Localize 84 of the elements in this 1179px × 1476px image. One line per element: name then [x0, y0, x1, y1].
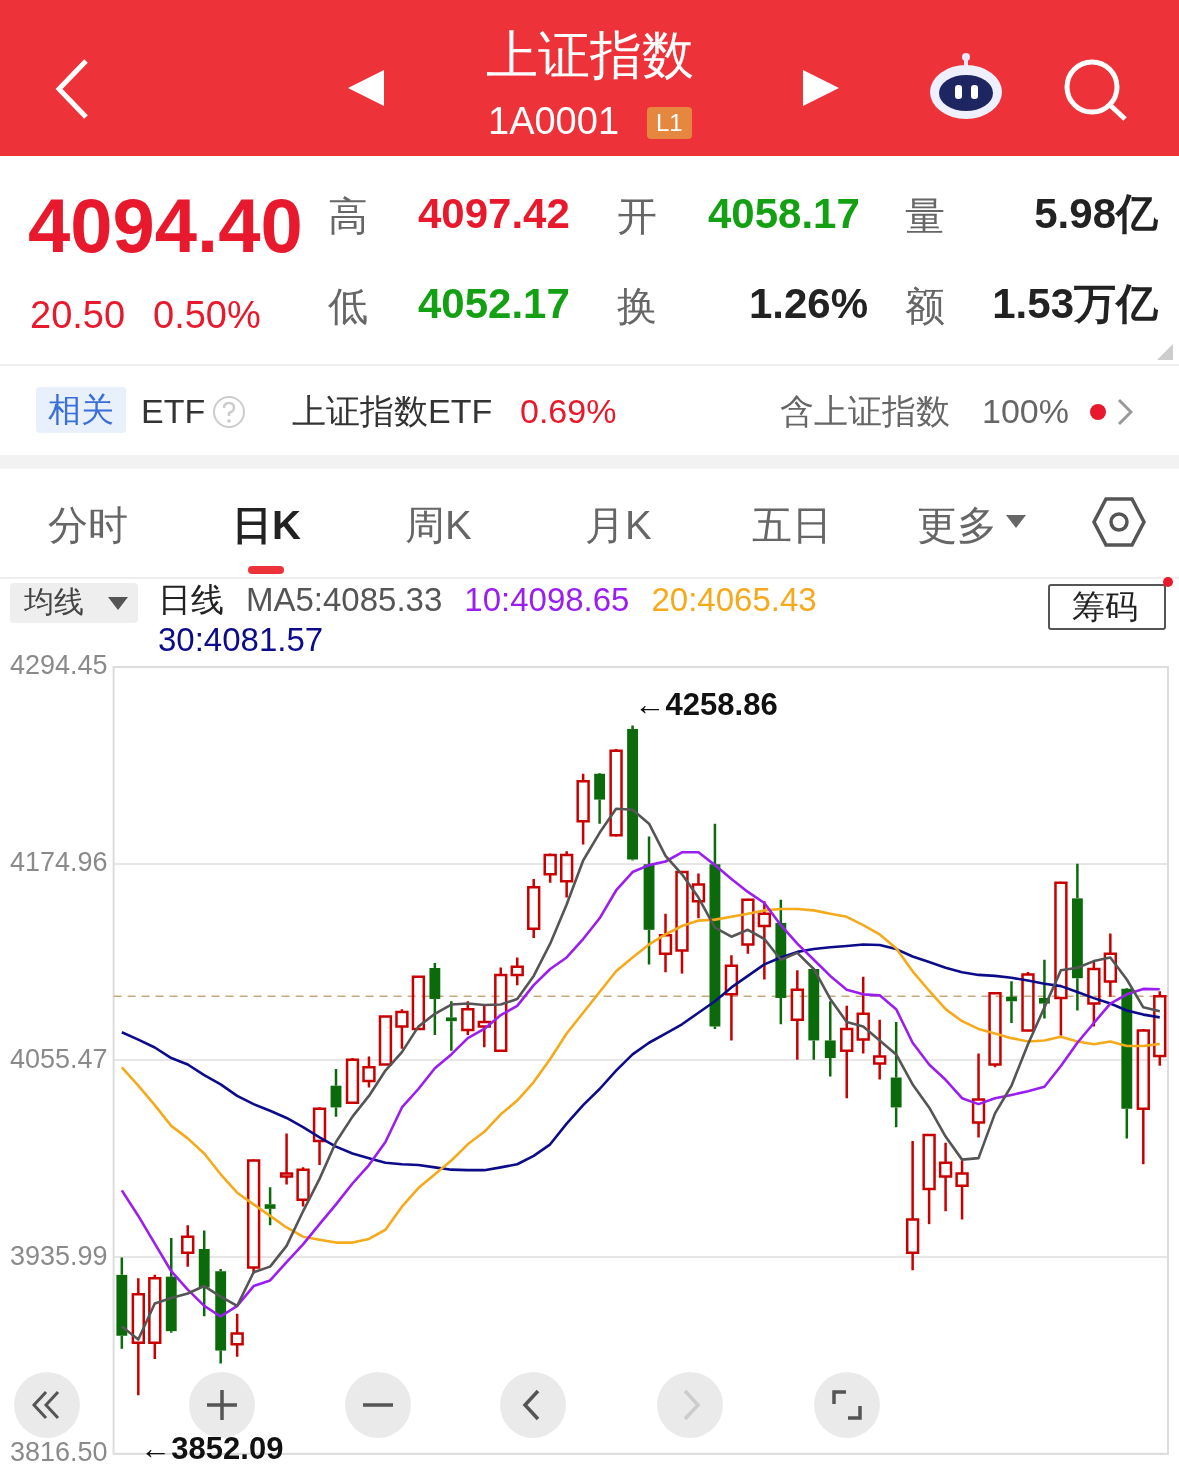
legend-title: 日线 — [158, 580, 224, 620]
candlestick — [873, 1018, 887, 1081]
candlestick — [576, 772, 590, 846]
annotation: ←3852.09 — [140, 1431, 284, 1467]
candlestick — [1087, 960, 1101, 1028]
text: 换 — [617, 283, 657, 329]
text: 低 — [328, 283, 368, 329]
candlestick — [527, 877, 541, 940]
text: 0.69% — [520, 392, 617, 432]
text: 含上证指数 — [780, 392, 950, 432]
candlestick — [675, 870, 689, 975]
y-tick-label: 4055.47 — [9, 1043, 108, 1074]
candlestick — [938, 1141, 953, 1213]
text: 1.53万亿 — [992, 280, 1158, 329]
candlestick — [198, 1229, 210, 1318]
text: 0.50% — [153, 294, 261, 338]
text: 五日 — [752, 502, 832, 548]
candlestick — [594, 773, 606, 825]
candlestick — [395, 1007, 409, 1051]
y-tick-label: 3935.99 — [9, 1240, 108, 1271]
candlestick — [312, 1107, 327, 1167]
text: 月K — [585, 502, 652, 548]
candlestick — [148, 1273, 162, 1361]
text: 均线 — [24, 585, 84, 620]
text: 筹码 — [1072, 588, 1138, 626]
candlestick — [429, 961, 441, 1037]
candlestick — [279, 1132, 294, 1186]
annotation: ←4258.86 — [634, 686, 778, 722]
y-tick-label: 4294.45 — [9, 650, 108, 681]
candlestick — [971, 1052, 986, 1139]
chart-title: 上证指数 — [484, 26, 695, 86]
candlestick — [445, 1000, 457, 1052]
candlestick — [131, 1276, 145, 1397]
candlestick — [264, 1186, 276, 1227]
y-tick-label: 4174.96 — [9, 847, 108, 878]
candlestick — [775, 898, 787, 1026]
candlestick — [790, 969, 804, 1062]
text: 分时 — [48, 502, 128, 548]
candlestick — [955, 1159, 969, 1221]
candlestick — [181, 1223, 195, 1268]
candlestick — [1071, 862, 1083, 1012]
text: 额 — [905, 283, 945, 329]
candlestick — [1121, 988, 1133, 1140]
text: 20:4065.43 — [651, 580, 817, 620]
y-tick-label: 3816.50 — [9, 1437, 108, 1468]
candlestick — [905, 1139, 920, 1272]
text: ETF — [141, 392, 206, 432]
text: 相关 — [36, 387, 126, 433]
text: 30:4081.57 — [158, 620, 324, 660]
candlestick — [1136, 1029, 1150, 1166]
text: 4052.17 — [418, 280, 570, 329]
candlestick — [890, 1020, 902, 1129]
text: 高 — [328, 193, 368, 239]
candlestick — [165, 1236, 177, 1335]
text: MA5:4085.33 — [246, 580, 443, 620]
text: 4097.42 — [418, 190, 570, 239]
text: 5.98亿 — [1034, 190, 1158, 239]
candlestick — [840, 1004, 854, 1100]
text: 周K — [405, 502, 472, 548]
text: 日K — [232, 502, 301, 548]
candlestick — [1054, 881, 1068, 1038]
candlestick — [1103, 932, 1118, 998]
candlestick — [724, 953, 739, 1042]
text: 100% — [982, 392, 1069, 432]
candlestick — [230, 1312, 244, 1358]
candlestick — [116, 1256, 128, 1351]
text: 10:4098.65 — [464, 580, 630, 620]
text: 开 — [617, 193, 657, 239]
text: 4058.17 — [708, 190, 860, 239]
text: 更多 — [917, 502, 997, 548]
candlestick — [691, 872, 706, 920]
text: 量 — [905, 193, 945, 239]
text: 20.50 — [30, 294, 126, 338]
candlestick — [559, 850, 574, 899]
chart-subtitle: 1A0001 — [488, 100, 620, 144]
candlestick — [856, 975, 870, 1055]
text: 1.26% — [748, 280, 868, 329]
text: 4094.40 — [28, 182, 303, 270]
candlestick — [215, 1267, 227, 1365]
text: L1 — [647, 107, 692, 139]
candlestick — [922, 1133, 936, 1226]
text: 上证指数ETF — [292, 392, 493, 432]
candlestick — [824, 1000, 836, 1078]
candlestick — [510, 956, 524, 987]
